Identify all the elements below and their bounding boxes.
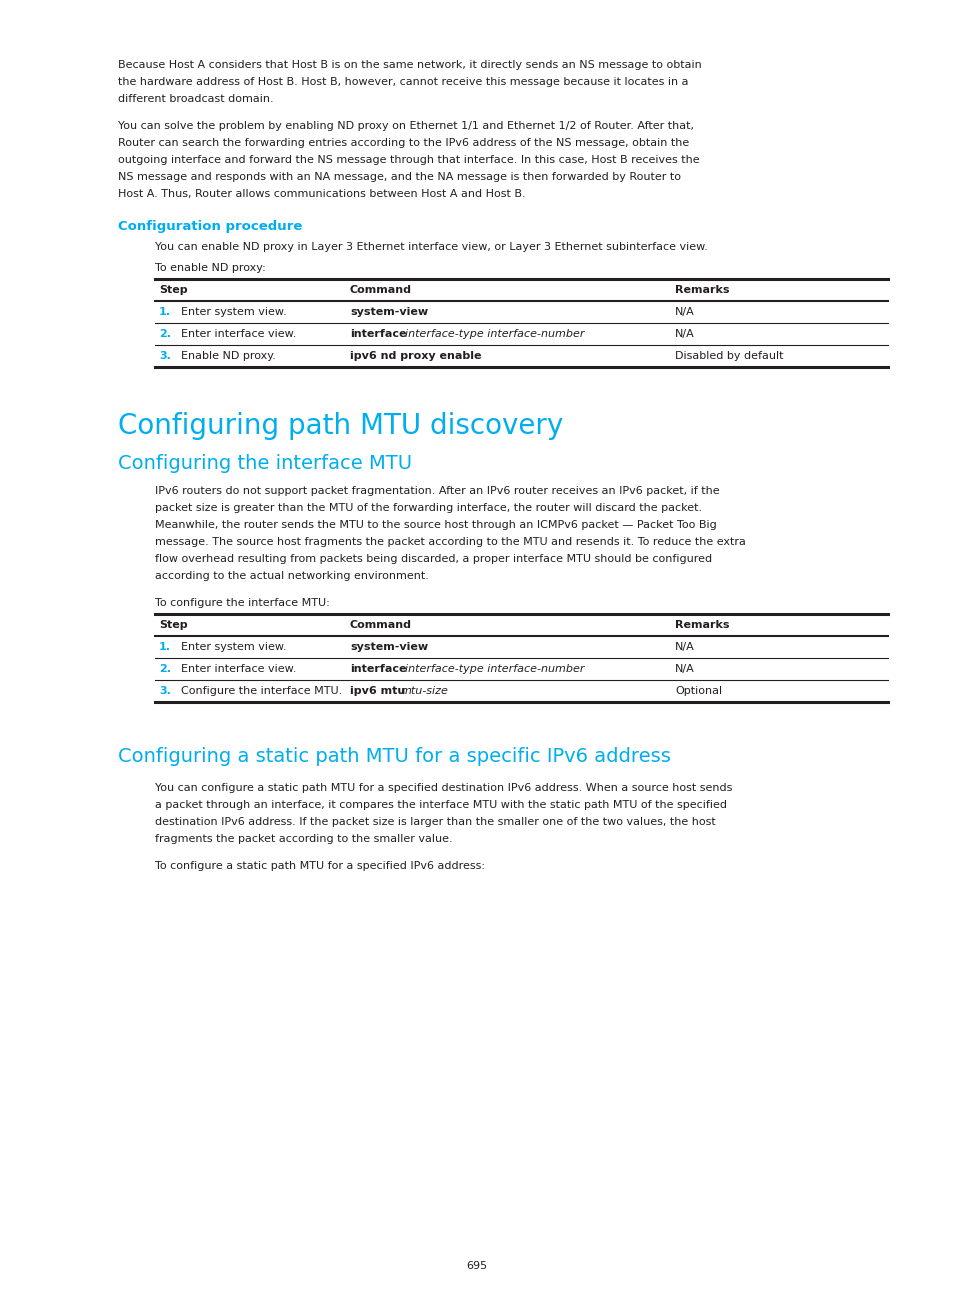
Text: N/A: N/A xyxy=(675,329,694,340)
Text: interface-type interface-number: interface-type interface-number xyxy=(405,664,584,674)
Text: Command: Command xyxy=(350,619,412,630)
Text: 3.: 3. xyxy=(159,686,171,696)
Text: mtu-size: mtu-size xyxy=(400,686,449,696)
Text: 1.: 1. xyxy=(159,307,171,318)
Text: packet size is greater than the MTU of the forwarding interface, the router will: packet size is greater than the MTU of t… xyxy=(154,503,701,513)
Text: ipv6 mtu: ipv6 mtu xyxy=(350,686,405,696)
Text: 2.: 2. xyxy=(159,664,171,674)
Text: N/A: N/A xyxy=(675,642,694,652)
Text: fragments the packet according to the smaller value.: fragments the packet according to the sm… xyxy=(154,835,452,844)
Text: a packet through an interface, it compares the interface MTU with the static pat: a packet through an interface, it compar… xyxy=(154,800,726,810)
Text: the hardware address of Host B. Host B, however, cannot receive this message bec: the hardware address of Host B. Host B, … xyxy=(118,76,688,87)
Text: flow overhead resulting from packets being discarded, a proper interface MTU sho: flow overhead resulting from packets bei… xyxy=(154,553,711,564)
Text: outgoing interface and forward the NS message through that interface. In this ca: outgoing interface and forward the NS me… xyxy=(118,156,699,165)
Text: Step: Step xyxy=(159,285,188,295)
Text: To configure a static path MTU for a specified IPv6 address:: To configure a static path MTU for a spe… xyxy=(154,861,484,871)
Text: destination IPv6 address. If the packet size is larger than the smaller one of t: destination IPv6 address. If the packet … xyxy=(154,816,715,827)
Text: message. The source host fragments the packet according to the MTU and resends i: message. The source host fragments the p… xyxy=(154,537,745,547)
Text: interface: interface xyxy=(350,329,406,340)
Text: Host A. Thus, Router allows communications between Host A and Host B.: Host A. Thus, Router allows communicatio… xyxy=(118,189,525,200)
Text: interface-type interface-number: interface-type interface-number xyxy=(405,329,584,340)
Text: You can configure a static path MTU for a specified destination IPv6 address. Wh: You can configure a static path MTU for … xyxy=(154,783,732,793)
Text: Step: Step xyxy=(159,619,188,630)
Text: Enter interface view.: Enter interface view. xyxy=(181,329,296,340)
Text: Optional: Optional xyxy=(675,686,721,696)
Text: ipv6 nd proxy enable: ipv6 nd proxy enable xyxy=(350,351,481,362)
Text: Configure the interface MTU.: Configure the interface MTU. xyxy=(181,686,342,696)
Text: Remarks: Remarks xyxy=(675,619,729,630)
Text: different broadcast domain.: different broadcast domain. xyxy=(118,95,274,104)
Text: 2.: 2. xyxy=(159,329,171,340)
Text: 1.: 1. xyxy=(159,642,171,652)
Text: IPv6 routers do not support packet fragmentation. After an IPv6 router receives : IPv6 routers do not support packet fragm… xyxy=(154,486,719,496)
Text: To configure the interface MTU:: To configure the interface MTU: xyxy=(154,597,330,608)
Text: Configuration procedure: Configuration procedure xyxy=(118,220,302,233)
Text: Configuring the interface MTU: Configuring the interface MTU xyxy=(118,454,412,473)
Text: You can solve the problem by enabling ND proxy on Ethernet 1/1 and Ethernet 1/2 : You can solve the problem by enabling ND… xyxy=(118,121,693,131)
Text: Enter system view.: Enter system view. xyxy=(181,642,286,652)
Text: Command: Command xyxy=(350,285,412,295)
Text: 695: 695 xyxy=(466,1261,487,1271)
Text: system-view: system-view xyxy=(350,642,428,652)
Text: system-view: system-view xyxy=(350,307,428,318)
Text: N/A: N/A xyxy=(675,664,694,674)
Text: You can enable ND proxy in Layer 3 Ethernet interface view, or Layer 3 Ethernet : You can enable ND proxy in Layer 3 Ether… xyxy=(154,242,707,251)
Text: N/A: N/A xyxy=(675,307,694,318)
Text: Disabled by default: Disabled by default xyxy=(675,351,782,362)
Text: according to the actual networking environment.: according to the actual networking envir… xyxy=(154,572,429,581)
Text: Remarks: Remarks xyxy=(675,285,729,295)
Text: Router can search the forwarding entries according to the IPv6 address of the NS: Router can search the forwarding entries… xyxy=(118,137,688,148)
Text: interface: interface xyxy=(350,664,406,674)
Text: To enable ND proxy:: To enable ND proxy: xyxy=(154,263,266,273)
Text: Because Host A considers that Host B is on the same network, it directly sends a: Because Host A considers that Host B is … xyxy=(118,60,701,70)
Text: NS message and responds with an NA message, and the NA message is then forwarded: NS message and responds with an NA messa… xyxy=(118,172,680,181)
Text: Configuring a static path MTU for a specific IPv6 address: Configuring a static path MTU for a spec… xyxy=(118,746,670,766)
Text: Enable ND proxy.: Enable ND proxy. xyxy=(181,351,275,362)
Text: Enter system view.: Enter system view. xyxy=(181,307,286,318)
Text: Enter interface view.: Enter interface view. xyxy=(181,664,296,674)
Text: Meanwhile, the router sends the MTU to the source host through an ICMPv6 packet : Meanwhile, the router sends the MTU to t… xyxy=(154,520,716,530)
Text: Configuring path MTU discovery: Configuring path MTU discovery xyxy=(118,412,562,441)
Text: 3.: 3. xyxy=(159,351,171,362)
